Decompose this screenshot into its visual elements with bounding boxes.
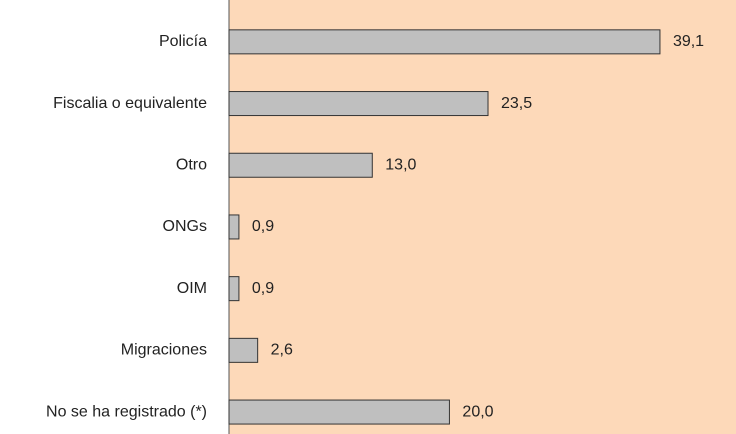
- bar: [228, 276, 240, 302]
- bar: [228, 399, 450, 425]
- data-label: 20,0: [462, 403, 493, 420]
- y-tick-label: ONGs: [163, 218, 207, 235]
- bar: [228, 29, 661, 55]
- bar: [228, 91, 489, 117]
- y-tick-label: OIM: [177, 280, 207, 297]
- data-label: 0,9: [252, 218, 274, 235]
- data-label: 0,9: [252, 280, 274, 297]
- y-tick-label: Fiscalia o equivalente: [53, 95, 207, 112]
- data-label: 13,0: [385, 156, 416, 173]
- data-label: 23,5: [501, 95, 532, 112]
- data-label: 39,1: [673, 33, 704, 50]
- bar: [228, 337, 259, 363]
- y-tick-label: Policía: [159, 33, 207, 50]
- y-tick-label: No se ha registrado (*): [46, 403, 207, 420]
- bar: [228, 214, 240, 240]
- bar: [228, 152, 373, 178]
- data-label: 2,6: [271, 342, 293, 359]
- y-tick-label: Migraciones: [121, 342, 207, 359]
- plot-area: [229, 0, 736, 434]
- y-tick-label: Otro: [176, 156, 207, 173]
